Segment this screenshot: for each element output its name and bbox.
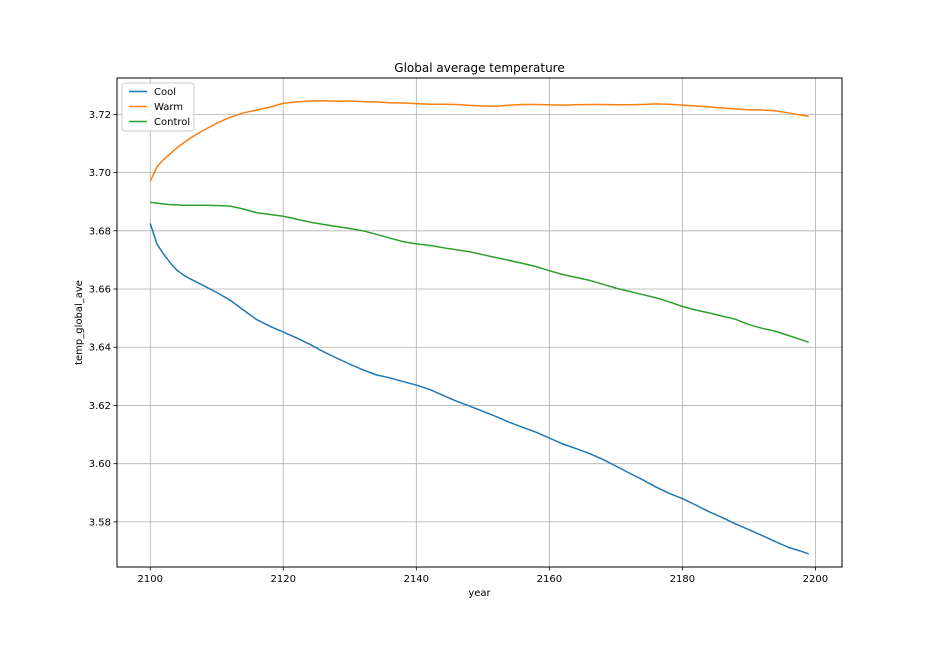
series-lines <box>149 99 809 555</box>
y-tick-label: 3.66 <box>89 285 111 296</box>
y-axis-label: temp_global_ave <box>74 280 85 365</box>
chart-title: Global average temperature <box>394 61 564 75</box>
x-tick-label: 2180 <box>670 574 695 585</box>
legend-label-warm: Warm <box>154 102 183 113</box>
y-tick-label: 3.60 <box>89 459 111 470</box>
x-tick-label: 2160 <box>537 574 562 585</box>
series-line-cool <box>149 223 809 555</box>
series-line-control <box>150 201 809 343</box>
x-tick-label: 2200 <box>803 574 828 585</box>
legend-label-cool: Cool <box>154 87 176 98</box>
x-tick-label: 2120 <box>271 574 296 585</box>
y-tick-label: 3.64 <box>89 343 111 354</box>
y-tick-label: 3.72 <box>89 110 111 121</box>
series-line-warm <box>149 99 809 182</box>
x-axis-label: year <box>468 588 491 599</box>
x-tick-label: 2140 <box>404 574 429 585</box>
x-tick-label: 2100 <box>138 574 163 585</box>
y-tick-label: 3.70 <box>89 168 111 179</box>
legend-label-control: Control <box>154 117 190 128</box>
y-axis-ticks: 3.58 3.60 3.62 3.64 3.66 3.68 3.70 3.72 <box>89 110 117 528</box>
grid <box>117 78 842 567</box>
y-tick-label: 3.68 <box>89 226 111 237</box>
y-tick-label: 3.62 <box>89 401 111 412</box>
legend-box <box>121 82 195 132</box>
legend: Cool Warm Control <box>121 82 195 132</box>
plot-area-frame <box>116 77 843 568</box>
x-axis-ticks: 2100 2120 2140 2160 2180 2200 <box>138 567 828 585</box>
y-tick-label: 3.58 <box>89 517 111 528</box>
